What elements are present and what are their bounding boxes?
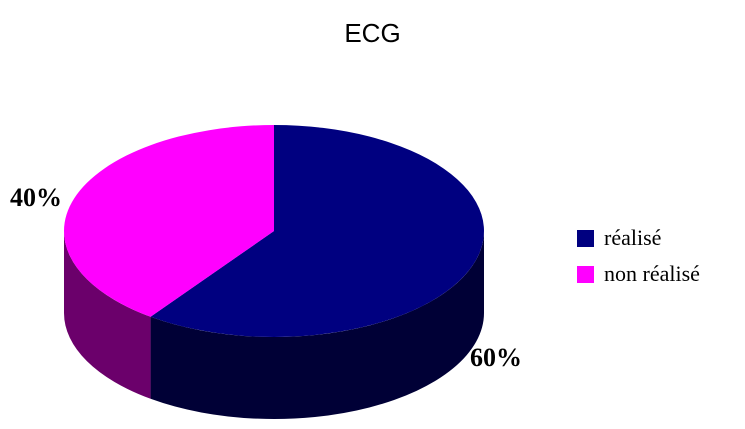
pie-slice-non-realise — [64, 125, 274, 317]
legend: réalisé non réalisé — [577, 220, 700, 292]
legend-label-non-realise: non réalisé — [604, 261, 700, 286]
pie-side-realise — [150, 231, 484, 419]
chart-title: ECG — [344, 18, 401, 48]
pie-slice-realise — [150, 125, 485, 337]
legend-label-realise: réalisé — [604, 225, 662, 250]
legend-item-realise: réalisé — [577, 220, 700, 256]
legend-swatch-non-realise — [577, 265, 594, 283]
legend-item-non-realise: non réalisé — [577, 256, 700, 292]
pie-side-non-realise — [64, 231, 151, 399]
data-label-non-realise: 40% — [10, 183, 62, 212]
legend-swatch-realise — [577, 229, 594, 247]
data-label-realise: 60% — [470, 343, 522, 372]
pie-slices — [64, 125, 485, 419]
